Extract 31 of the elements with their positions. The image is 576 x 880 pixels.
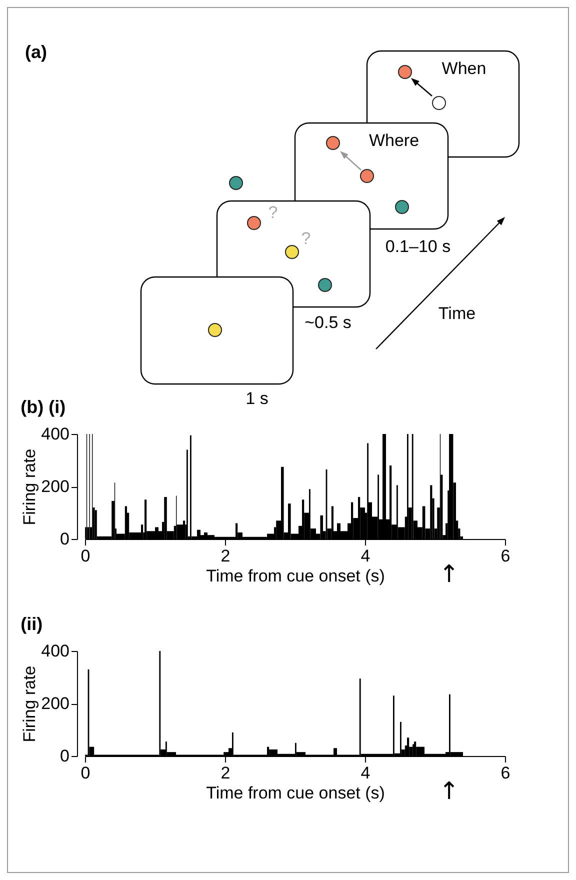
y-tick-label: 400 (41, 424, 70, 444)
y-axis-title: Firing rate (20, 448, 40, 526)
x-tick-label: 6 (500, 546, 510, 566)
x-tick-label: 6 (500, 764, 510, 782)
x-axis-title: Time from cue onset (s) (206, 566, 385, 586)
text: Where (368, 131, 420, 150)
annotation: ↑ (438, 777, 460, 805)
text: ~0.5 s (304, 313, 352, 332)
text: (a) (25, 42, 48, 62)
annotation: ↑ (438, 560, 460, 588)
x-tick-label: 2 (220, 546, 230, 566)
x-tick-label: 2 (220, 764, 230, 782)
text: ? (301, 229, 311, 248)
y-axis-title: Firing rate (20, 666, 40, 742)
text: When (442, 59, 486, 78)
x-tick-label: 0 (80, 764, 90, 782)
x-tick-label: 0 (80, 546, 90, 566)
chart-title: (ii) (20, 614, 43, 634)
text: Time (438, 304, 476, 323)
text: 0.1–10 s (385, 237, 451, 256)
x-tick-label: 4 (360, 764, 370, 782)
chart-title: (b) (i) (20, 397, 66, 417)
y-tick-label: 200 (41, 694, 70, 713)
x-tick-label: 4 (360, 546, 370, 566)
y-tick-label: 200 (41, 477, 70, 496)
y-tick-label: 0 (60, 530, 70, 548)
x-axis-title: Time from cue onset (s) (206, 784, 385, 802)
text: 1 s (246, 389, 268, 408)
text: ? (268, 203, 278, 222)
y-tick-label: 400 (41, 642, 70, 660)
y-tick-label: 0 (60, 746, 70, 766)
